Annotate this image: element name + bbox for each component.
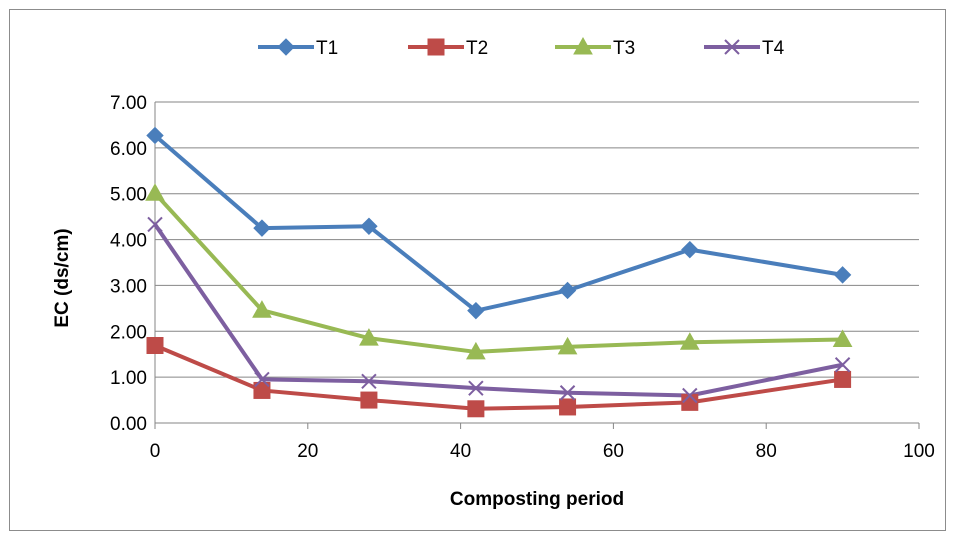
data-point-t4 (559, 385, 576, 401)
data-point-t4 (361, 373, 377, 389)
x-axis-title: Composting period (450, 489, 624, 510)
legend-marker (277, 38, 295, 56)
x-tick-label: 100 (903, 441, 935, 462)
data-point-t3 (557, 336, 578, 355)
data-point-t4 (254, 371, 270, 388)
legend-marker (724, 39, 740, 55)
data-point-t3 (252, 300, 272, 318)
legend-entry-t3: T3 (555, 36, 635, 59)
chart-border (9, 9, 946, 531)
legend-label: T3 (613, 38, 635, 59)
y-tick-label: 7.00 (110, 93, 147, 114)
y-axis-title: EC (ds/cm) (52, 228, 73, 327)
legend-marker (573, 36, 593, 55)
x-tick-label: 20 (297, 441, 318, 462)
x-tick-label: 80 (756, 441, 777, 462)
data-point-t2 (559, 398, 577, 416)
legend-label: T4 (762, 38, 785, 59)
data-point-t3 (145, 183, 165, 201)
data-point-t2 (467, 400, 485, 418)
series-markers (145, 126, 853, 418)
tick-labels: 0.00 1.00 2.00 3.00 4.00 5.00 6.00 7.00 0 20 40 60 8… (110, 93, 935, 462)
data-point-t1 (558, 281, 577, 300)
data-point-t1 (833, 266, 852, 284)
data-point-t3 (679, 332, 700, 350)
legend-label: T2 (466, 38, 488, 59)
y-tick-label: 4.00 (110, 231, 147, 252)
legend: T1 T2 T3 T4 (258, 36, 785, 59)
x-tick-label: 60 (603, 441, 624, 462)
y-tick-label: 3.00 (110, 276, 147, 297)
data-point-t2 (253, 381, 271, 399)
data-point-t4 (147, 216, 163, 233)
x-tick-label: 0 (150, 441, 161, 462)
x-tick-label: 40 (450, 441, 471, 462)
data-point-t1 (467, 301, 485, 320)
legend-entry-t2: T2 (408, 38, 488, 59)
data-point-t3 (359, 328, 379, 346)
y-tick-label: 5.00 (110, 185, 147, 206)
data-point-t1 (360, 217, 378, 235)
y-tick-label: 6.00 (110, 139, 147, 160)
legend-marker (427, 38, 445, 56)
data-point-t3 (832, 329, 853, 348)
data-point-t1 (681, 240, 699, 259)
legend-label: T1 (316, 38, 338, 59)
y-tick-label: 0.00 (110, 414, 147, 435)
data-point-t2 (834, 370, 852, 388)
data-point-t4 (834, 357, 851, 373)
data-point-t4 (468, 380, 484, 396)
data-point-t1 (146, 126, 164, 145)
data-point-t1 (253, 219, 271, 237)
legend-entry-t1: T1 (258, 38, 338, 59)
axes (154, 102, 920, 429)
legend-entry-t4: T4 (704, 38, 785, 59)
y-tick-label: 2.00 (110, 322, 147, 343)
y-tick-label: 1.00 (110, 368, 147, 389)
gridlines (155, 101, 919, 378)
data-point-t4 (682, 387, 698, 404)
data-point-t2 (360, 391, 378, 409)
data-point-t2 (146, 337, 164, 355)
data-point-t3 (466, 341, 486, 360)
